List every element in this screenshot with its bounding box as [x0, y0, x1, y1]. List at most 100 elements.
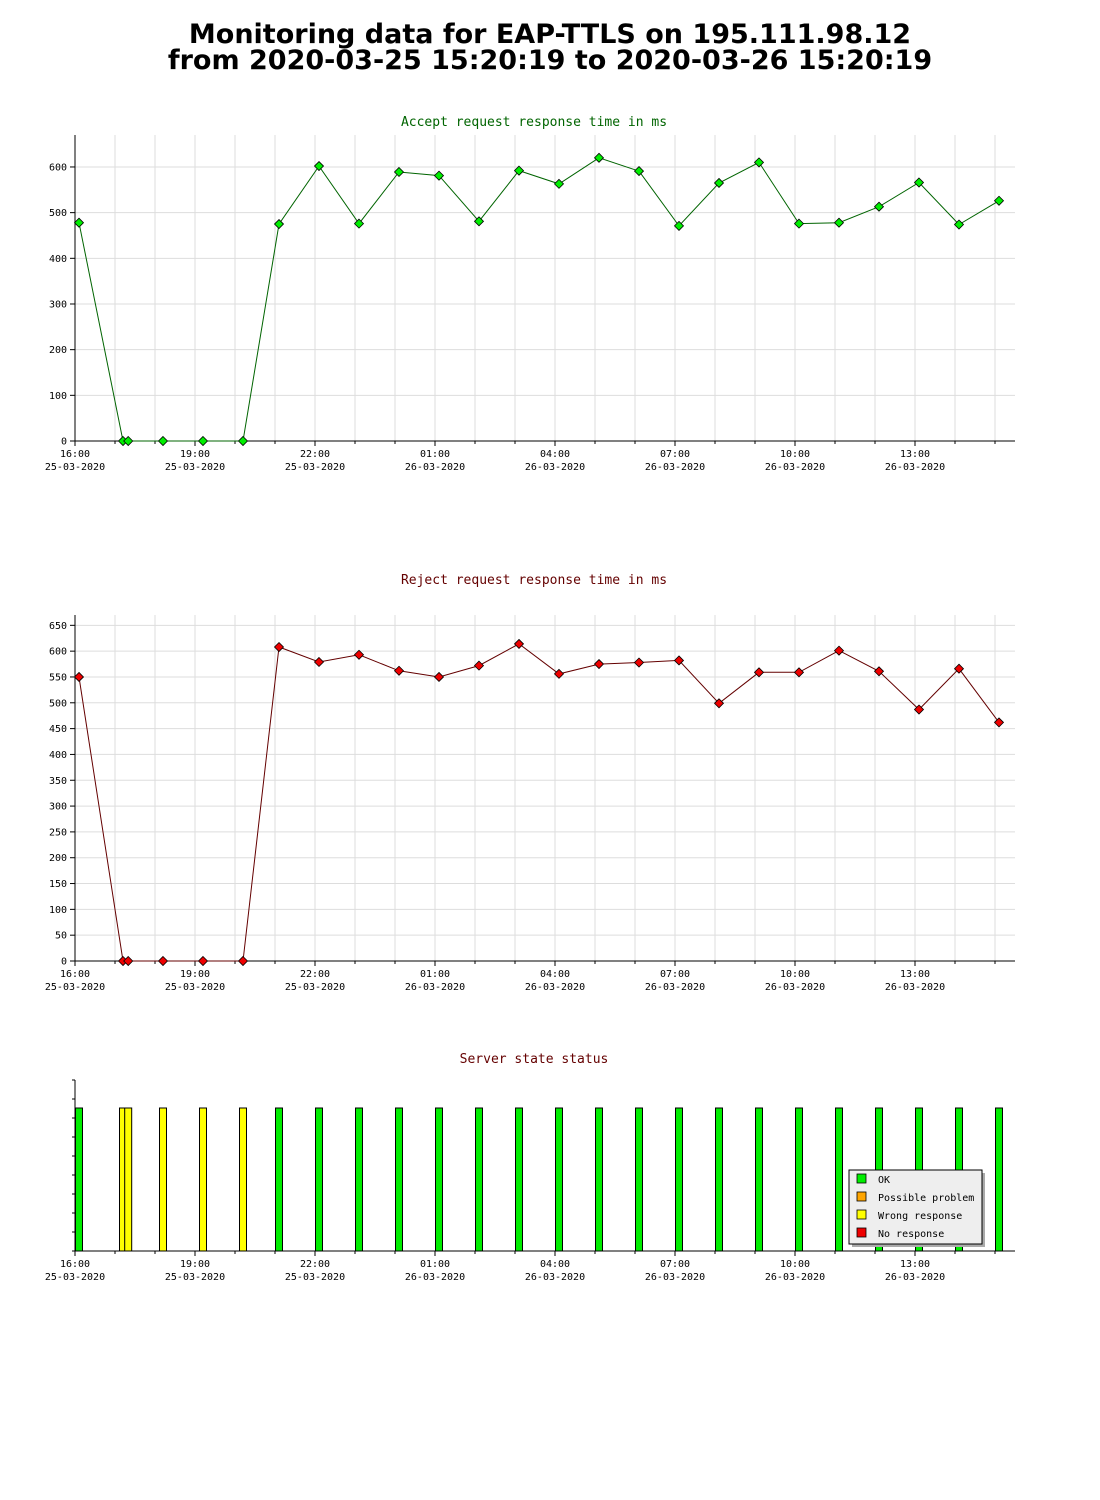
x-tick-label-date: 25-03-2020: [165, 462, 225, 473]
legend-label: No response: [878, 1229, 944, 1240]
series-line: [78, 157, 1000, 442]
chart-title: Accept request response time in ms: [401, 115, 667, 130]
data-point: [237, 435, 249, 447]
data-point: [157, 435, 169, 447]
x-tick-label-date: 26-03-2020: [405, 982, 465, 993]
x-tick-label-date: 26-03-2020: [405, 1272, 465, 1283]
x-tick-label-date: 26-03-2020: [885, 462, 945, 473]
status-bar: [355, 1107, 363, 1252]
y-tick-label: 300: [49, 299, 67, 310]
x-tick-label-time: 01:00: [420, 1259, 450, 1270]
legend-swatch: [856, 1209, 867, 1220]
data-point: [73, 671, 85, 683]
legend-swatch: [856, 1173, 867, 1184]
status-bar: [995, 1107, 1003, 1252]
x-tick-label-time: 22:00: [300, 449, 330, 460]
status-bar: [795, 1107, 803, 1252]
status-bar: [555, 1107, 563, 1252]
y-tick-label: 450: [49, 724, 67, 735]
x-tick-label-date: 26-03-2020: [885, 1272, 945, 1283]
x-tick-label-date: 26-03-2020: [645, 982, 705, 993]
y-tick-label: 200: [49, 345, 67, 356]
x-tick-label-time: 04:00: [540, 1259, 570, 1270]
y-tick-label: 600: [49, 162, 67, 173]
data-point: [313, 160, 325, 172]
data-point: [793, 218, 805, 229]
data-point: [353, 218, 365, 229]
x-tick-label-time: 22:00: [300, 1259, 330, 1270]
status-bar: [275, 1107, 283, 1252]
x-tick-label-time: 16:00: [60, 969, 90, 980]
data-point: [753, 157, 765, 168]
data-point: [123, 435, 134, 447]
y-tick-label: 50: [55, 931, 67, 942]
x-tick-label-time: 04:00: [540, 969, 570, 980]
data-point: [953, 219, 965, 230]
y-tick-label: 500: [49, 698, 67, 709]
data-point: [237, 955, 249, 967]
data-point: [873, 666, 885, 677]
data-point: [473, 216, 485, 227]
legend-box: [848, 1169, 983, 1245]
status-bar: [395, 1107, 403, 1252]
status-bar: [475, 1107, 483, 1252]
data-point: [593, 152, 605, 163]
data-point: [433, 170, 445, 181]
y-tick-label: 100: [49, 905, 67, 916]
data-point: [833, 645, 845, 656]
status-bar: [675, 1107, 683, 1252]
y-tick-label: 0: [61, 957, 67, 968]
status-bar: [635, 1107, 643, 1252]
status-bar: [835, 1107, 843, 1252]
data-point: [273, 641, 285, 653]
data-point: [753, 667, 765, 678]
y-tick-label: 600: [49, 647, 67, 658]
x-tick-label-date: 25-03-2020: [45, 982, 105, 993]
y-tick-label: 0: [61, 437, 67, 448]
data-point: [913, 704, 925, 715]
x-tick-label-date: 25-03-2020: [285, 1272, 345, 1283]
x-tick-label-time: 07:00: [660, 969, 690, 980]
x-tick-label-time: 10:00: [780, 1259, 810, 1270]
data-point: [123, 955, 134, 967]
y-tick-label: 150: [49, 879, 67, 890]
data-point: [633, 657, 645, 668]
legend-swatch: [856, 1227, 867, 1238]
x-tick-label-time: 01:00: [420, 449, 450, 460]
y-tick-label: 250: [49, 827, 67, 838]
x-tick-label-time: 07:00: [660, 1259, 690, 1270]
page-title-line-1: Monitoring data for EAP-TTLS on 195.111.…: [188, 19, 912, 50]
y-tick-label: 550: [49, 672, 67, 683]
data-point: [273, 218, 285, 230]
data-point: [673, 220, 685, 231]
x-tick-label-time: 10:00: [780, 969, 810, 980]
data-point: [713, 698, 725, 709]
data-point: [157, 955, 169, 967]
y-tick-label: 650: [49, 621, 67, 632]
x-tick-label-date: 25-03-2020: [45, 1272, 105, 1283]
data-point: [833, 217, 845, 228]
y-tick-label: 300: [49, 802, 67, 813]
data-point: [353, 649, 365, 660]
x-tick-label-date: 26-03-2020: [645, 1272, 705, 1283]
status-bar: [124, 1107, 133, 1252]
accept-response-chart: Accept request response time in ms 0 100 20…: [45, 115, 1015, 473]
data-point: [393, 665, 405, 676]
page-title: Monitoring data for EAP-TTLS on 195.111.…: [0, 19, 1100, 74]
x-tick-label-date: 26-03-2020: [525, 462, 585, 473]
status-bar: [239, 1107, 247, 1252]
x-tick-label-time: 19:00: [180, 969, 210, 980]
data-point: [393, 166, 405, 178]
reject-response-chart: Reject request response time in ms 0 50 100…: [45, 573, 1015, 993]
y-tick-label: 200: [49, 853, 67, 864]
legend-label: OK: [878, 1175, 890, 1186]
x-tick-label-date: 25-03-2020: [285, 982, 345, 993]
legend-label: Possible problem: [878, 1193, 974, 1204]
status-bar: [315, 1107, 323, 1252]
legend-label: Wrong response: [878, 1211, 962, 1222]
data-point: [593, 658, 605, 670]
x-tick-label-date: 25-03-2020: [285, 462, 345, 473]
x-tick-label-date: 26-03-2020: [405, 462, 465, 473]
data-point: [197, 435, 209, 447]
